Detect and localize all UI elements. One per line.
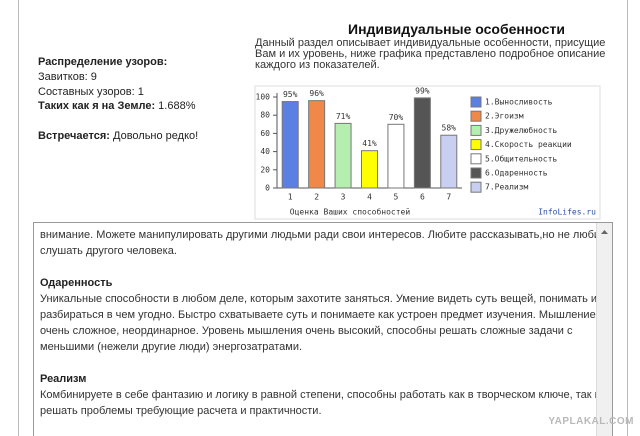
x-tick-label: 3 <box>341 193 346 202</box>
text-line: слушать другого человека. <box>40 245 177 257</box>
whorls: Завитков: 9 <box>38 71 97 83</box>
y-tick-label: 80 <box>260 111 270 120</box>
legend-label: 5.Общительность <box>485 153 557 163</box>
value-label: 41% <box>362 139 377 148</box>
occurs: Встречается: Довольно редко! <box>38 130 198 142</box>
y-tick-label: 40 <box>260 147 270 156</box>
legend-label: 4.Скорость реакции <box>485 140 572 149</box>
legend-swatch <box>470 139 482 151</box>
text-line: меньшими (нежели другие люди) энергозатр… <box>40 341 303 353</box>
description-line: каждого из показателей. <box>255 59 380 71</box>
scroll-arrow <box>601 230 608 234</box>
legend-label: 3.Дружелюбность <box>485 125 557 135</box>
bar <box>308 100 326 189</box>
bar <box>361 150 378 189</box>
chart: 0 20 40 60 80 100 95% 1 96% 2 71% 3 41% 4 70% 5 99% 6 58% 7… <box>254 85 601 220</box>
text-line: Комбинируете в себе фантазию и логику в … <box>40 389 601 401</box>
bar <box>413 97 431 189</box>
text-line: решать проблемы требующие расчета и прак… <box>40 405 322 417</box>
x-tick-label: 2 <box>314 193 319 202</box>
text-line: Уникальные способности в любом деле, кот… <box>40 293 598 305</box>
x-tick-label: 5 <box>394 193 399 202</box>
legend-swatch <box>470 181 482 193</box>
x-tick-label: 1 <box>288 193 293 202</box>
scrollbar <box>596 223 612 436</box>
legend-label: 7.Реализм <box>485 183 529 192</box>
title: Индивидуальные особенности <box>348 21 565 37</box>
description-line: Вам и их уровень, ниже графика представл… <box>255 48 606 60</box>
legend-swatch <box>470 153 482 165</box>
watermark: YAPLAKAL.COM <box>548 416 634 427</box>
bar <box>281 101 299 189</box>
value-label: 58% <box>442 124 457 133</box>
block-heading: Реализм <box>40 373 87 385</box>
rarity-label: Таких как я на Земле: <box>38 100 156 112</box>
legend-label: 6.Одаренность <box>485 169 548 178</box>
legend-swatch <box>470 124 482 136</box>
page-frame <box>18 0 628 436</box>
description: Данный раздел описывает индивидуальные о… <box>255 38 605 71</box>
text-line: очень сложное, неординарное. Уровень мыш… <box>40 325 573 337</box>
bar <box>440 134 458 189</box>
bar <box>387 123 405 189</box>
value-label: 70% <box>389 113 404 122</box>
pattern-heading: Распределение узоров: <box>38 56 168 68</box>
value-label: 71% <box>336 112 351 121</box>
value-label: 96% <box>309 89 324 98</box>
block-heading: Одаренность <box>40 277 113 289</box>
composite: Составных узоров: 1 <box>38 86 144 98</box>
legend-swatch <box>470 110 482 122</box>
bar <box>334 122 352 189</box>
text-block: внимание. Можете манипулировать другими … <box>40 227 611 259</box>
text-line: разбираться в чем угодно. Быстро схватыв… <box>40 309 596 321</box>
x-tick-label: 4 <box>367 193 372 202</box>
occurs-value: Довольно редко! <box>113 130 199 142</box>
x-tick-label: 6 <box>420 193 425 202</box>
y-tick-label: 60 <box>260 129 270 138</box>
text-content: внимание. Можете манипулировать другими … <box>40 227 611 435</box>
rarity-value: 1.688% <box>158 100 196 112</box>
x-tick-label: 7 <box>446 193 451 202</box>
legend-label: 2.Эгоизм <box>485 112 524 121</box>
chart-frame <box>254 85 601 220</box>
occurs-label: Встречается: <box>38 130 110 142</box>
x-axis-label: Оценка Ваших способностей <box>290 207 411 217</box>
y-tick-label: 20 <box>260 165 270 174</box>
text-line: внимание. Можете манипулировать другими … <box>40 229 612 241</box>
description-line: Данный раздел описывает индивидуальные о… <box>255 37 606 49</box>
y-tick-label: 100 <box>256 93 271 102</box>
rarity: Таких как я на Земле: 1.688% <box>38 100 195 112</box>
text-area: внимание. Можете манипулировать другими … <box>33 222 613 436</box>
value-label: 99% <box>415 86 430 95</box>
legend-swatch <box>470 96 482 108</box>
source: InfoLifes.ru <box>538 208 596 217</box>
text-block: Одаренность Уникальные способности в любо… <box>40 275 611 355</box>
y-tick-label: 0 <box>265 184 270 193</box>
text-block: Реализм Комбинируете в себе фантазию и ло… <box>40 371 611 419</box>
legend-label: 1.Выносливость <box>485 98 553 107</box>
legend-swatch <box>470 167 482 179</box>
value-label: 95% <box>283 90 298 99</box>
